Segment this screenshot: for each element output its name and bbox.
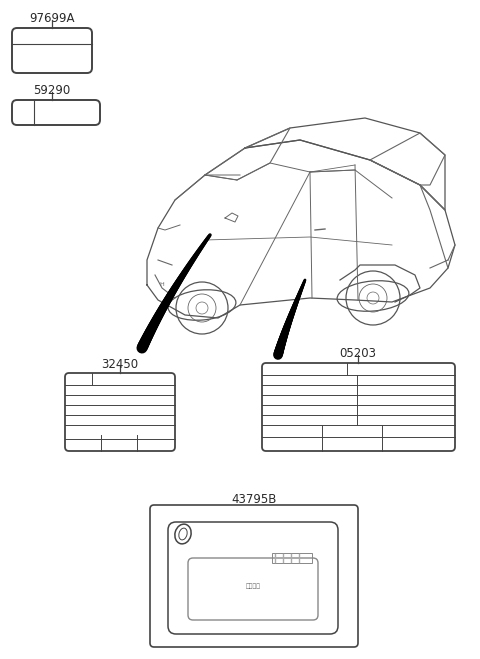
Text: 05203: 05203	[339, 347, 376, 360]
Text: 本紙範囲: 本紙範囲	[245, 583, 261, 588]
Text: 59290: 59290	[34, 84, 71, 97]
Bar	[272, 553, 312, 563]
Text: 32450: 32450	[101, 358, 139, 371]
Text: 43795B: 43795B	[231, 493, 276, 506]
Text: H: H	[160, 283, 164, 287]
Text: 97699A: 97699A	[29, 12, 75, 25]
